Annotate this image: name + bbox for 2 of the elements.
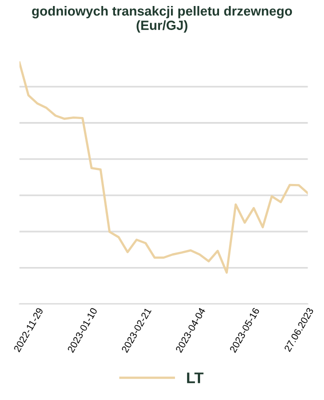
legend-label: LT: [187, 372, 204, 384]
chart-title: godniowych transakcji pelletu drzewnego (Eur/GJ): [32, 6, 292, 33]
